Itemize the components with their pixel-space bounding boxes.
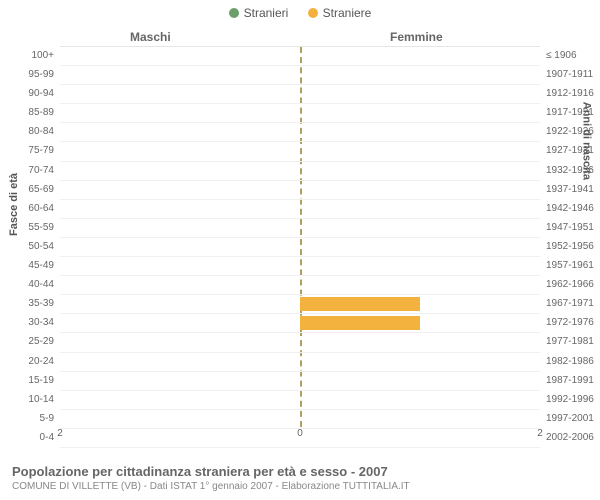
age-row: 25-291977-1981: [60, 333, 540, 352]
age-row: 80-841922-1926: [60, 123, 540, 142]
age-label: 25-29: [4, 333, 54, 351]
legend-item-male: Stranieri: [229, 6, 289, 20]
heading-male: Maschi: [130, 30, 171, 44]
birth-label: 1982-1986: [546, 353, 600, 371]
x-tick-left: 2: [57, 428, 63, 439]
chart-subtitle: COMUNE DI VILLETTE (VB) - Dati ISTAT 1° …: [12, 481, 588, 492]
heading-female: Femmine: [390, 30, 443, 44]
birth-label: 1937-1941: [546, 181, 600, 199]
age-row: 45-491957-1961: [60, 257, 540, 276]
age-label: 95-99: [4, 66, 54, 84]
legend-dot-male: [229, 8, 239, 18]
footer: Popolazione per cittadinanza straniera p…: [12, 464, 588, 492]
age-row: 85-891917-1921: [60, 104, 540, 123]
age-row: 30-341972-1976: [60, 314, 540, 333]
age-row: 15-191987-1991: [60, 372, 540, 391]
age-label: 10-14: [4, 391, 54, 409]
birth-label: 1997-2001: [546, 410, 600, 428]
age-label: 50-54: [4, 238, 54, 256]
age-row: 35-391967-1971: [60, 295, 540, 314]
age-label: 5-9: [4, 410, 54, 428]
age-label: 55-59: [4, 219, 54, 237]
x-tick-right: 2: [537, 428, 543, 439]
plot-area: 100+≤ 190695-991907-191190-941912-191685…: [60, 46, 540, 427]
age-label: 75-79: [4, 142, 54, 160]
age-row: 60-641942-1946: [60, 200, 540, 219]
birth-label: 1942-1946: [546, 200, 600, 218]
age-row: 55-591947-1951: [60, 219, 540, 238]
chart-title: Popolazione per cittadinanza straniera p…: [12, 464, 588, 479]
legend-dot-female: [308, 8, 318, 18]
legend-item-female: Straniere: [308, 6, 372, 20]
age-label: 65-69: [4, 181, 54, 199]
age-label: 90-94: [4, 85, 54, 103]
legend: Stranieri Straniere: [0, 6, 600, 21]
age-row: 75-791927-1931: [60, 142, 540, 161]
age-row: 90-941912-1916: [60, 85, 540, 104]
birth-label: 1992-1996: [546, 391, 600, 409]
birth-label: 1927-1931: [546, 142, 600, 160]
age-row: 20-241982-1986: [60, 353, 540, 372]
age-row: 95-991907-1911: [60, 66, 540, 85]
birth-label: 1917-1921: [546, 104, 600, 122]
age-label: 80-84: [4, 123, 54, 141]
age-label: 30-34: [4, 314, 54, 332]
age-label: 100+: [4, 47, 54, 65]
age-label: 70-74: [4, 162, 54, 180]
birth-label: 1912-1916: [546, 85, 600, 103]
birth-label: 1952-1956: [546, 238, 600, 256]
birth-label: 1967-1971: [546, 295, 600, 313]
age-row: 65-691937-1941: [60, 181, 540, 200]
legend-label-female: Straniere: [323, 6, 372, 20]
birth-label: 1962-1966: [546, 276, 600, 294]
birth-label: 1972-1976: [546, 314, 600, 332]
age-label: 85-89: [4, 104, 54, 122]
x-tick-center: 0: [297, 428, 303, 439]
x-axis: 2 0 2: [60, 428, 540, 444]
age-label: 40-44: [4, 276, 54, 294]
age-label: 35-39: [4, 295, 54, 313]
bar-female: [300, 316, 420, 330]
population-pyramid-chart: Stranieri Straniere Maschi Femmine Fasce…: [0, 0, 600, 500]
age-label: 20-24: [4, 353, 54, 371]
age-row: 5-91997-2001: [60, 410, 540, 429]
age-row: 70-741932-1936: [60, 162, 540, 181]
age-label: 60-64: [4, 200, 54, 218]
birth-label: 1987-1991: [546, 372, 600, 390]
birth-label: 1977-1981: [546, 333, 600, 351]
age-row: 100+≤ 1906: [60, 47, 540, 66]
legend-label-male: Stranieri: [244, 6, 289, 20]
birth-label: 1922-1926: [546, 123, 600, 141]
age-label: 0-4: [4, 429, 54, 447]
birth-label: 1907-1911: [546, 66, 600, 84]
birth-label: 1957-1961: [546, 257, 600, 275]
birth-label: 1932-1936: [546, 162, 600, 180]
age-label: 45-49: [4, 257, 54, 275]
birth-label: 2002-2006: [546, 429, 600, 447]
age-label: 15-19: [4, 372, 54, 390]
bar-female: [300, 297, 420, 311]
age-row: 10-141992-1996: [60, 391, 540, 410]
birth-label: 1947-1951: [546, 219, 600, 237]
age-row: 50-541952-1956: [60, 238, 540, 257]
age-row: 40-441962-1966: [60, 276, 540, 295]
birth-label: ≤ 1906: [546, 47, 600, 65]
